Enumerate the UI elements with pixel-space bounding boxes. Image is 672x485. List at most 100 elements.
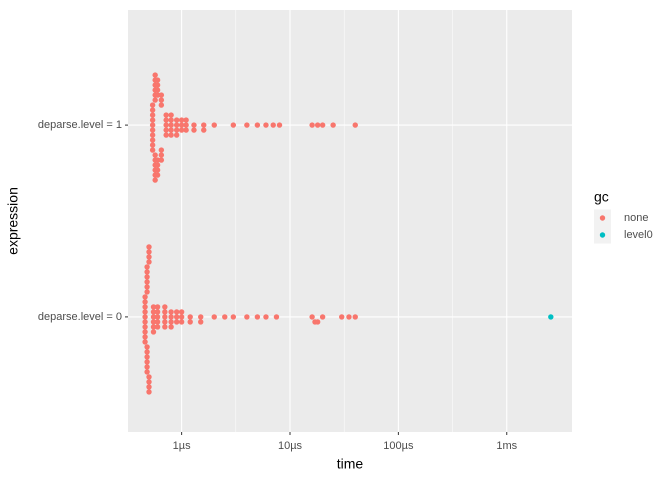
point [198, 314, 204, 320]
point [150, 324, 157, 330]
point [149, 107, 156, 113]
point [211, 122, 217, 128]
point [187, 319, 193, 325]
point [178, 309, 185, 315]
point [152, 97, 158, 103]
point [152, 177, 158, 183]
point [178, 127, 185, 133]
point [144, 264, 150, 270]
point [152, 152, 158, 158]
point [154, 319, 161, 325]
point [230, 314, 237, 320]
point [244, 122, 250, 128]
point [142, 299, 148, 305]
point [168, 132, 174, 138]
point [352, 122, 358, 128]
point [142, 314, 148, 320]
point [149, 147, 156, 153]
point [168, 127, 174, 133]
point [142, 329, 148, 335]
point [162, 319, 168, 325]
x-tick-label: 1µs [173, 440, 191, 452]
point [183, 122, 189, 128]
point [149, 122, 156, 128]
point [154, 157, 161, 163]
point [150, 314, 157, 320]
point [154, 162, 161, 168]
point [201, 122, 207, 128]
point [548, 314, 554, 320]
point [154, 92, 161, 98]
point [149, 127, 156, 133]
point [330, 122, 336, 128]
point [152, 72, 158, 78]
point [163, 112, 169, 118]
point [146, 379, 152, 385]
point [263, 314, 269, 320]
x-tick-label: 100µs [383, 440, 414, 452]
point [146, 259, 152, 265]
point [276, 122, 283, 128]
point [146, 249, 152, 255]
point [254, 314, 261, 320]
legend-swatch [599, 215, 606, 221]
point [163, 117, 169, 123]
point [273, 314, 280, 320]
point [146, 389, 152, 395]
y-tick-label: deparse.level = 0 [38, 311, 122, 323]
point [178, 122, 185, 128]
point [198, 319, 204, 325]
point [178, 319, 185, 325]
point [309, 314, 315, 320]
point [211, 314, 217, 320]
legend-title: gc [594, 189, 609, 205]
point [158, 92, 165, 98]
point [149, 112, 156, 118]
point [173, 122, 180, 128]
point [154, 309, 161, 315]
point [173, 117, 180, 123]
point [142, 334, 148, 340]
point [142, 304, 148, 310]
point [154, 82, 161, 88]
point [168, 314, 174, 320]
point [173, 309, 180, 315]
point [146, 374, 152, 380]
point [142, 309, 148, 315]
point [150, 304, 157, 310]
point [173, 319, 180, 325]
point [319, 122, 326, 128]
point [144, 274, 150, 280]
point [162, 309, 168, 315]
point [163, 127, 169, 133]
point [314, 122, 321, 128]
point [162, 304, 168, 310]
point [144, 349, 150, 355]
point [158, 147, 165, 153]
point [144, 354, 150, 360]
point [158, 157, 165, 163]
point [162, 324, 168, 330]
point [163, 122, 169, 128]
point [168, 122, 174, 128]
point [352, 314, 358, 320]
point [168, 324, 174, 330]
point [144, 364, 150, 370]
legend-label: none [624, 212, 648, 224]
point [149, 142, 156, 148]
point [154, 87, 161, 93]
y-axis-title: expression [5, 187, 21, 255]
point [187, 314, 193, 320]
point [144, 269, 150, 275]
point [154, 167, 161, 173]
point [183, 117, 189, 123]
point [154, 304, 161, 310]
point [168, 319, 174, 325]
point [222, 314, 228, 320]
point [144, 369, 150, 375]
point [149, 102, 156, 108]
point [154, 77, 161, 83]
point [319, 314, 326, 320]
point [154, 324, 161, 330]
